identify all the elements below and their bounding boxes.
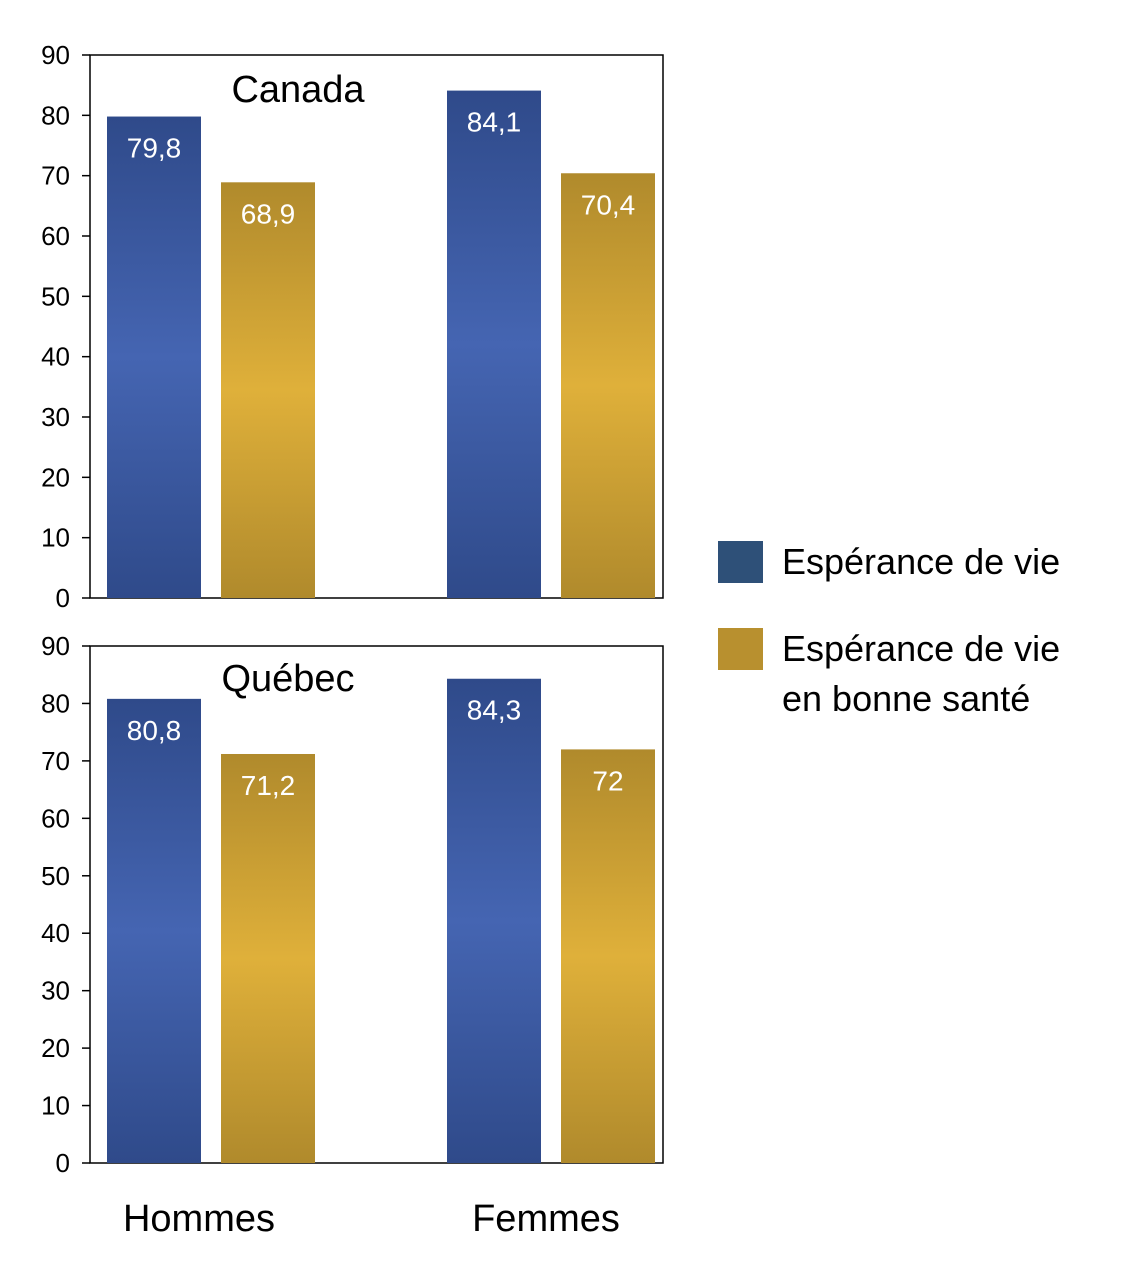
panel-quebec-y-tick-label: 90 [41,631,70,661]
panel-quebec-y-tick-label: 50 [41,861,70,891]
panel-canada-data-label-life-expectancy-femmes: 84,1 [467,107,522,138]
panel-quebec-bar-life-expectancy-hommes [107,698,201,1163]
chart-panels: 0 10 20 30 40 50 60 70 80 90 79,8 84,1 68,9 70,4 Canad… [41,40,664,1178]
panel-canada-y-tick-label: 40 [41,342,70,372]
panel-canada-y-tick-label: 90 [41,40,70,70]
panel-quebec-y-tick-label: 80 [41,688,70,718]
panel-quebec-y-tick-label: 40 [41,918,70,948]
panel-quebec-y-tick-label: 20 [41,1033,70,1063]
x-category-label-femmes: Femmes [472,1198,620,1240]
panel-quebec-data-label-healthy-life-expectancy-femmes: 72 [592,765,623,796]
panel-canada-data-label-healthy-life-expectancy-hommes: 68,9 [241,198,296,229]
panel-canada-bar-healthy-life-expectancy-hommes [221,182,315,598]
panel-canada: 0 10 20 30 40 50 60 70 80 90 79,8 84,1 68,9 70,4 Canad… [41,40,664,613]
legend-label-healthy-life-expectancy: Espérance de vie en bonne santé [782,628,1061,719]
panel-quebec: 0 10 20 30 40 50 60 70 80 90 80,8 84,3 71,2 72 Québec [41,631,664,1178]
panel-canada-y-tick-label: 80 [41,100,70,130]
panel-canada-y-tick-label: 60 [41,221,70,251]
x-category-label-hommes: Hommes [123,1198,275,1240]
panel-canada-y-tick-label: 10 [41,523,70,553]
panel-canada-data-label-healthy-life-expectancy-femmes: 70,4 [581,189,636,220]
panel-quebec-bar-healthy-life-expectancy-hommes [221,753,315,1163]
legend-swatch-healthy-life-expectancy [718,628,763,670]
panel-quebec-bar-healthy-life-expectancy-femmes [561,749,655,1163]
panel-canada-y-tick-label: 0 [56,583,70,613]
panel-canada-y-tick-label: 50 [41,281,70,311]
panel-quebec-data-label-life-expectancy-femmes: 84,3 [467,695,522,726]
panel-canada-y-tick-label: 20 [41,462,70,492]
panel-quebec-y-tick-label: 0 [56,1148,70,1178]
panel-quebec-data-label-healthy-life-expectancy-hommes: 71,2 [241,770,296,801]
panel-canada-bar-life-expectancy-femmes [447,90,541,598]
panel-canada-bar-healthy-life-expectancy-femmes [561,173,655,598]
panel-canada-bar-life-expectancy-hommes [107,116,201,598]
panel-quebec-title: Québec [221,658,354,700]
legend-swatch-life-expectancy [718,541,763,583]
panel-canada-y-tick-label: 70 [41,161,70,191]
panel-quebec-y-tick-label: 60 [41,803,70,833]
panel-quebec-y-tick-label: 30 [41,976,70,1006]
panel-canada-title: Canada [231,69,365,111]
panel-canada-y-tick-label: 30 [41,402,70,432]
panel-quebec-data-label-life-expectancy-hommes: 80,8 [127,715,182,746]
panel-quebec-y-tick-label: 10 [41,1091,70,1121]
panel-quebec-y-tick-label: 70 [41,746,70,776]
panel-canada-data-label-life-expectancy-hommes: 79,8 [127,133,182,164]
legend-label-life-expectancy: Espérance de vie [782,541,1061,582]
panel-quebec-bar-life-expectancy-femmes [447,678,541,1163]
x-category-labels: Hommes Femmes [123,1198,620,1240]
